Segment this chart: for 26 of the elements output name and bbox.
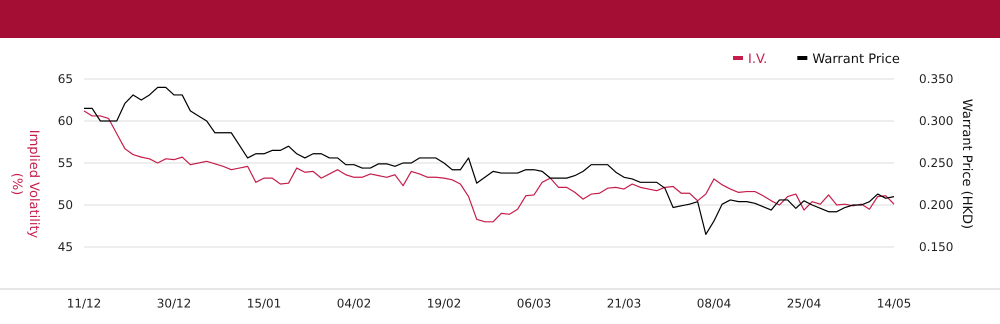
- x-tick-label: 15/01: [246, 296, 282, 311]
- y-axis-title: Implied Volatility (%): [9, 130, 41, 239]
- x-tick-label: 06/03: [516, 296, 552, 311]
- line-series: [83, 110, 895, 222]
- x-tick-label: 14/05: [876, 296, 912, 311]
- legend-label: Warrant Price: [812, 52, 900, 67]
- y2-tick-label: 0.300: [919, 114, 954, 128]
- y-tick-label: 55: [58, 156, 73, 170]
- x-tick-label: 04/02: [336, 296, 372, 311]
- y-tick-label: 45: [58, 240, 73, 254]
- x-tick-label: 08/04: [696, 296, 732, 311]
- x-tick-label: 21/03: [606, 296, 642, 311]
- y-tick-label: 50: [58, 198, 73, 212]
- x-tick-label: 25/04: [786, 296, 822, 311]
- legend-label: I.V.: [748, 52, 768, 67]
- y2-tick-label: 0.350: [919, 72, 954, 86]
- y2-tick-label: 0.200: [919, 198, 954, 212]
- y-tick-label: 60: [58, 114, 73, 128]
- x-tick-label: 11/12: [66, 296, 102, 311]
- x-tick-label: 30/12: [156, 296, 192, 311]
- line-series: [83, 86, 895, 235]
- y2-tick-label: 0.250: [919, 156, 954, 170]
- y2-axis-title: Warrant Price (HKD): [959, 98, 974, 230]
- y2-tick-label: 0.150: [919, 240, 954, 254]
- x-tick-label: 19/02: [426, 296, 462, 311]
- y-tick-label: 65: [58, 72, 73, 86]
